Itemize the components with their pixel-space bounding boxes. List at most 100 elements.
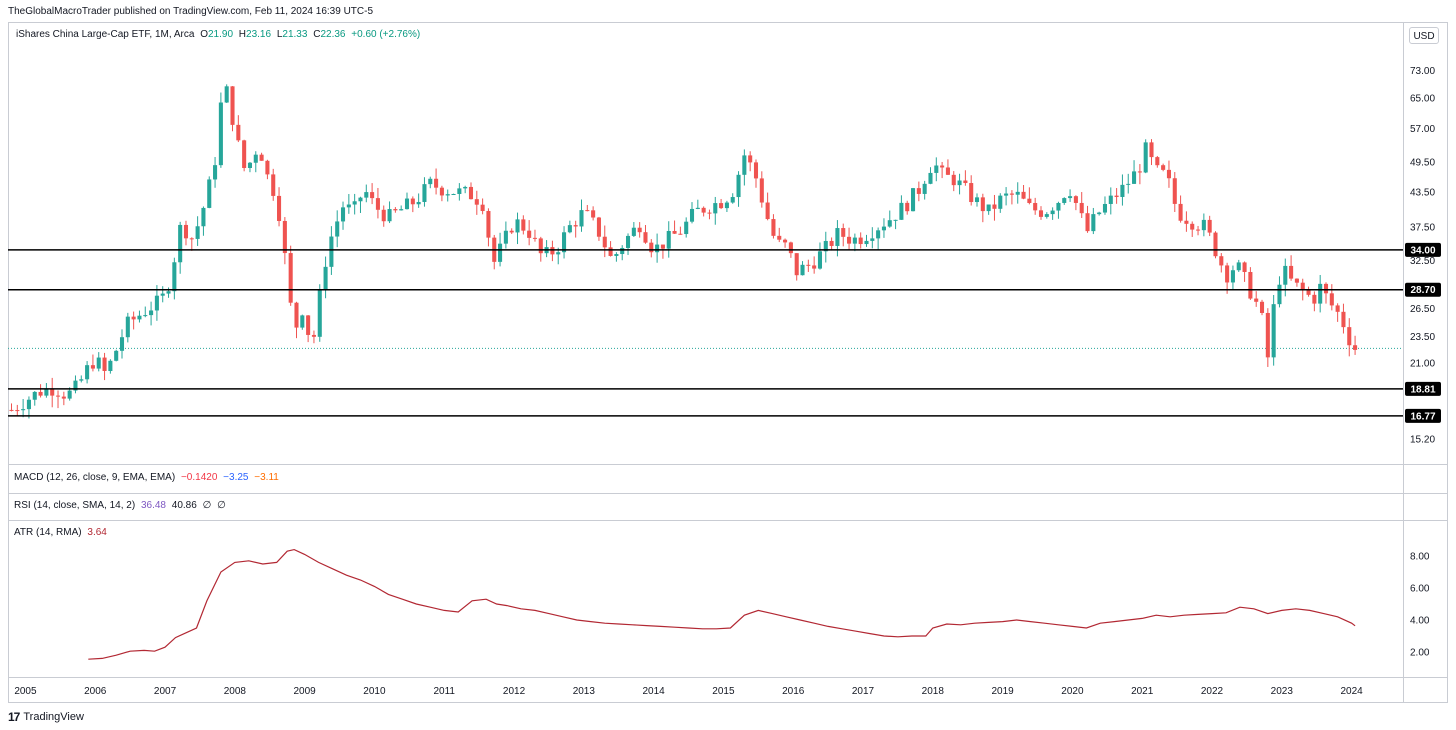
candle-body <box>265 160 270 175</box>
time-tick-label: 2018 <box>922 686 945 697</box>
candle-body <box>1259 301 1265 313</box>
candle-body <box>451 193 456 195</box>
low-value: 21.33 <box>282 29 308 40</box>
candle-body <box>742 155 747 175</box>
level-tag <box>1405 381 1441 396</box>
currency-button[interactable]: USD <box>1409 27 1439 44</box>
candle-body <box>1300 282 1305 291</box>
candle-body <box>364 192 369 198</box>
candle-body <box>1178 203 1183 221</box>
candle-body <box>61 396 66 399</box>
macd-legend: MACD (12, 26, close, 9, EMA, EMA) −0.142… <box>14 472 282 483</box>
price-tick-label: 21.00 <box>1410 359 1435 370</box>
candle-body <box>1166 169 1171 179</box>
candle-body <box>1230 270 1235 283</box>
candle-body <box>620 247 625 255</box>
time-tick-label: 2008 <box>224 686 247 697</box>
candle-body <box>1038 210 1044 217</box>
candle-body <box>591 210 596 218</box>
candle-body <box>1219 256 1224 266</box>
rsi-label: RSI (14, close, SMA, 14, 2) <box>14 500 136 511</box>
candle-body <box>213 165 218 180</box>
candle-body <box>1236 262 1241 271</box>
footer-brand[interactable]: 17 TradingView <box>8 710 84 724</box>
candle-body <box>21 409 26 411</box>
candle-body <box>282 220 287 254</box>
candle-body <box>288 253 293 303</box>
time-tick-label: 2019 <box>991 686 1014 697</box>
candle-body <box>486 211 491 238</box>
candle-body <box>1312 294 1317 304</box>
candle-body <box>340 207 346 222</box>
candle-body <box>108 360 113 371</box>
candle-body <box>794 253 799 276</box>
candle-body <box>346 204 351 208</box>
time-tick-label: 2024 <box>1340 686 1363 697</box>
candle-body <box>841 228 846 237</box>
candle-body <box>556 252 561 255</box>
level-tag <box>1405 242 1441 257</box>
candle-body <box>317 290 322 337</box>
time-axis-ticks: 2005 2006 2007 2008 2009 2010 2011 2012 2013 2014… <box>14 686 1363 697</box>
candle-body <box>1097 212 1102 215</box>
time-tick-label: 2016 <box>782 686 805 697</box>
time-axis[interactable] <box>8 677 1448 703</box>
candle-body <box>1149 142 1154 158</box>
candle-body <box>67 390 72 399</box>
candle-body <box>1044 214 1049 217</box>
candle-body <box>178 224 183 263</box>
candle-body <box>399 209 404 211</box>
candle-body <box>1068 196 1073 199</box>
candle-body <box>684 221 689 235</box>
candle-body <box>1085 213 1090 232</box>
low-label: L <box>276 29 283 40</box>
close-value: 22.36 <box>320 29 346 40</box>
candle-body <box>689 208 695 222</box>
candle-body <box>259 154 264 161</box>
macd-signal-value: −3.11 <box>254 472 279 483</box>
price-tick-label: 32.50 <box>1410 256 1435 267</box>
candle-body <box>858 237 863 245</box>
candle-body <box>1207 219 1212 233</box>
candle-body <box>509 230 514 233</box>
atr-label: ATR (14, RMA) <box>14 527 82 538</box>
candles-group <box>9 84 1358 419</box>
candle-body <box>434 178 439 188</box>
candle-body <box>393 209 398 211</box>
candle-body <box>852 237 857 244</box>
price-tick-label: 23.50 <box>1410 332 1435 343</box>
candle-body <box>26 399 31 410</box>
candle-body <box>585 210 590 212</box>
publisher-header: TheGlobalMacroTrader published on Tradin… <box>8 6 374 17</box>
candle-body <box>474 199 479 205</box>
candle-body <box>207 179 212 208</box>
candle-body <box>375 198 380 210</box>
candle-body <box>370 192 375 199</box>
time-tick-label: 2023 <box>1271 686 1294 697</box>
price-tick-label: 37.50 <box>1410 222 1435 233</box>
candle-body <box>806 264 811 266</box>
candle-body <box>271 174 276 196</box>
candle-body <box>503 230 508 244</box>
time-tick-label: 2022 <box>1201 686 1224 697</box>
candle-body <box>154 295 159 311</box>
candle-body <box>468 186 474 200</box>
candle-body <box>1283 265 1288 285</box>
high-value: 23.16 <box>246 29 272 40</box>
candle-body <box>945 167 950 175</box>
candle-body <box>625 235 631 248</box>
time-tick-label: 2013 <box>573 686 596 697</box>
candle-body <box>125 316 130 338</box>
close-label: C <box>313 29 321 40</box>
candle-body <box>1015 191 1020 195</box>
candle-body <box>480 204 485 212</box>
candle-body <box>422 184 427 202</box>
candle-body <box>1248 272 1253 299</box>
candle-body <box>736 174 741 198</box>
price-axis-ticks: 73.00 65.00 57.00 49.50 43.50 37.50 32.50 26.50… <box>1410 66 1435 445</box>
atr-tick-label: 8.00 <box>1410 552 1430 563</box>
candle-body <box>236 124 241 141</box>
candle-body <box>893 219 898 221</box>
candle-body <box>1271 304 1276 358</box>
